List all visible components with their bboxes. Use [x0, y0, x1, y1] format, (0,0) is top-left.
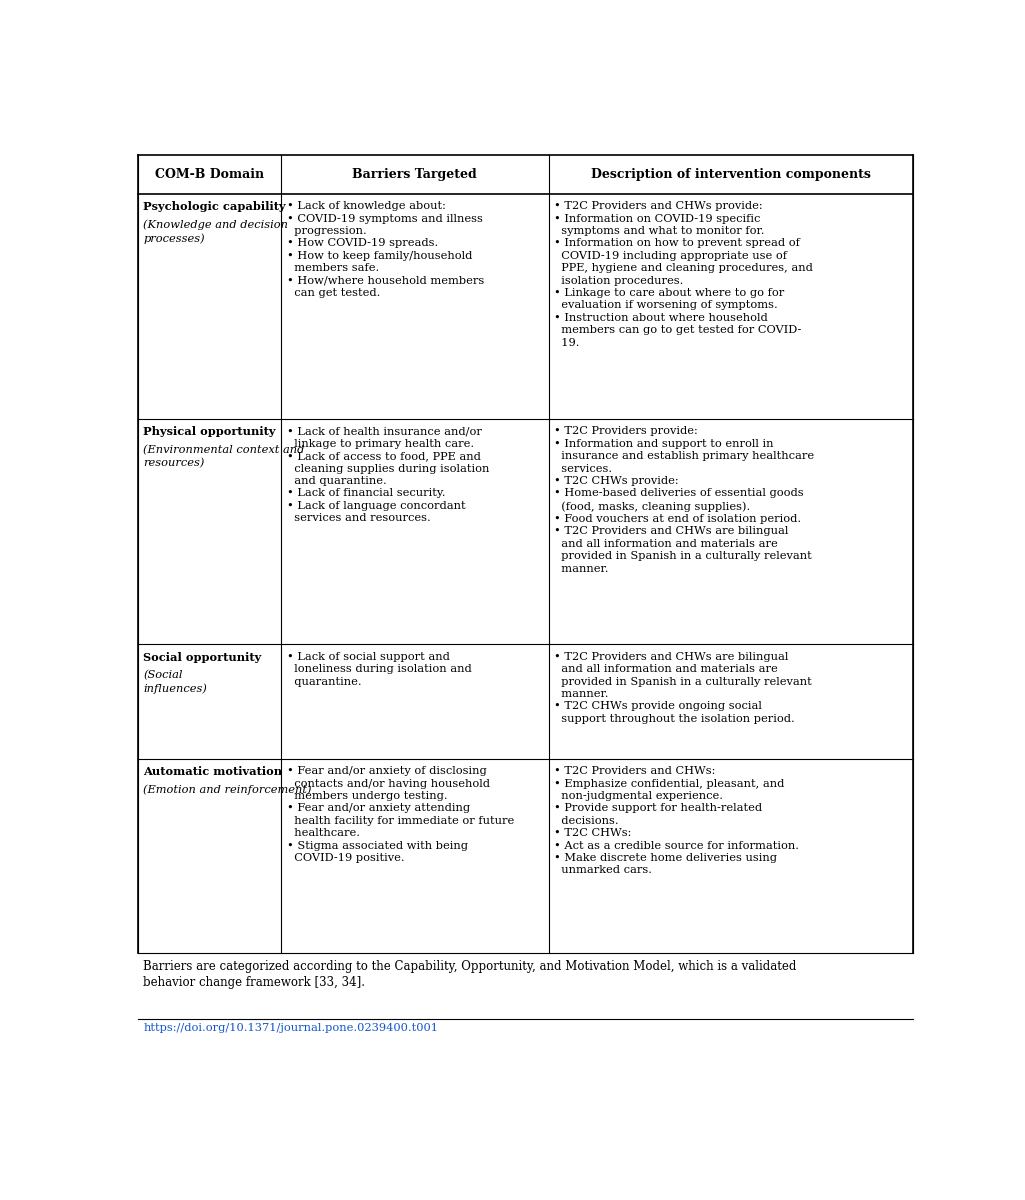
- Text: Description of intervention components: Description of intervention components: [590, 168, 870, 181]
- Text: Physical opportunity: Physical opportunity: [144, 426, 276, 438]
- Text: (Emotion and reinforcement): (Emotion and reinforcement): [144, 785, 312, 796]
- Text: Barriers Targeted: Barriers Targeted: [353, 168, 478, 181]
- Text: (Social
influences): (Social influences): [144, 671, 207, 694]
- Text: Automatic motivation: Automatic motivation: [144, 767, 282, 778]
- Text: • T2C Providers provide:
• Information and support to enroll in
  insurance and : • T2C Providers provide: • Information a…: [555, 426, 814, 574]
- Text: • Lack of social support and
  loneliness during isolation and
  quarantine.: • Lack of social support and loneliness …: [287, 652, 472, 686]
- Text: Social opportunity: Social opportunity: [144, 652, 261, 662]
- Text: • Lack of knowledge about:
• COVID-19 symptoms and illness
  progression.
• How : • Lack of knowledge about: • COVID-19 sy…: [287, 202, 484, 298]
- Text: • T2C Providers and CHWs provide:
• Information on COVID-19 specific
  symptoms : • T2C Providers and CHWs provide: • Info…: [555, 202, 813, 348]
- Text: (Knowledge and decision
processes): (Knowledge and decision processes): [144, 220, 288, 244]
- Text: Psychologic capability: Psychologic capability: [144, 202, 286, 212]
- Text: • Fear and/or anxiety of disclosing
  contacts and/or having household
  members: • Fear and/or anxiety of disclosing cont…: [287, 767, 514, 863]
- Text: COM-B Domain: COM-B Domain: [155, 168, 263, 181]
- Text: (Environmental context and
resources): (Environmental context and resources): [144, 445, 304, 468]
- Text: • T2C Providers and CHWs are bilingual
  and all information and materials are
 : • T2C Providers and CHWs are bilingual a…: [555, 652, 812, 724]
- Text: • Lack of health insurance and/or
  linkage to primary health care.
• Lack of ac: • Lack of health insurance and/or linkag…: [287, 426, 489, 523]
- Text: https://doi.org/10.1371/journal.pone.0239400.t001: https://doi.org/10.1371/journal.pone.023…: [144, 1022, 439, 1033]
- Text: Barriers are categorized according to the Capability, Opportunity, and Motivatio: Barriers are categorized according to th…: [144, 960, 796, 989]
- Text: • T2C Providers and CHWs:
• Emphasize confidential, pleasant, and
  non-judgment: • T2C Providers and CHWs: • Emphasize co…: [555, 767, 800, 876]
